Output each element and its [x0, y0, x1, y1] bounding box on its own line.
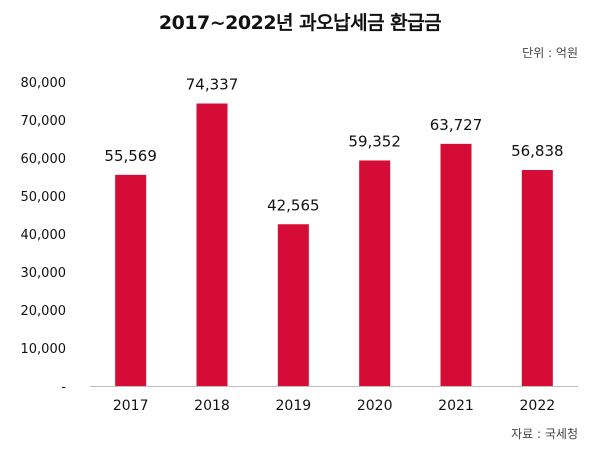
y-axis: - 10,000 20,000 30,000 40,000 50,000 60,000 70,…: [21, 76, 67, 395]
data-label-2017: 55,569: [104, 147, 157, 165]
data-label-2021: 63,727: [430, 116, 483, 134]
y-tick-label: 20,000: [21, 304, 67, 319]
y-tick-label: 30,000: [21, 266, 67, 281]
bar-2018: [196, 103, 228, 386]
y-tick-label: 60,000: [21, 152, 67, 167]
y-tick-label: 70,000: [21, 114, 67, 129]
source-label: 자료 : 국세청: [511, 427, 578, 441]
x-tick-label-2019: 2019: [276, 398, 312, 414]
y-tick-label: 50,000: [21, 190, 67, 205]
data-label-2019: 42,565: [267, 196, 320, 214]
bars: 55,569 74,337 42,565 59,352 63,727 56,838: [104, 76, 564, 386]
x-tick-label-2017: 2017: [113, 398, 149, 414]
bar-2022: [521, 170, 553, 386]
y-tick-label: 40,000: [21, 228, 67, 243]
bar-2020: [359, 160, 391, 386]
data-label-2020: 59,352: [348, 132, 401, 150]
x-tick-label-2021: 2021: [438, 398, 474, 414]
x-axis: 2017 2018 2019 2020 2021 2022: [90, 386, 578, 414]
data-label-2018: 74,337: [186, 76, 239, 94]
bar-2021: [440, 143, 472, 386]
y-tick-label: 80,000: [21, 76, 67, 91]
unit-label: 단위 : 억원: [522, 46, 578, 60]
data-label-2022: 56,838: [511, 142, 564, 160]
chart-title: 2017~2022년 과오납세금 환급금: [158, 12, 442, 34]
y-tick-label: -: [61, 380, 66, 395]
x-tick-label-2022: 2022: [520, 398, 556, 414]
bar-2017: [115, 174, 147, 386]
y-tick-label: 10,000: [21, 342, 67, 357]
bar-2019: [277, 224, 309, 386]
x-tick-label-2018: 2018: [194, 398, 230, 414]
x-tick-label-2020: 2020: [357, 398, 393, 414]
